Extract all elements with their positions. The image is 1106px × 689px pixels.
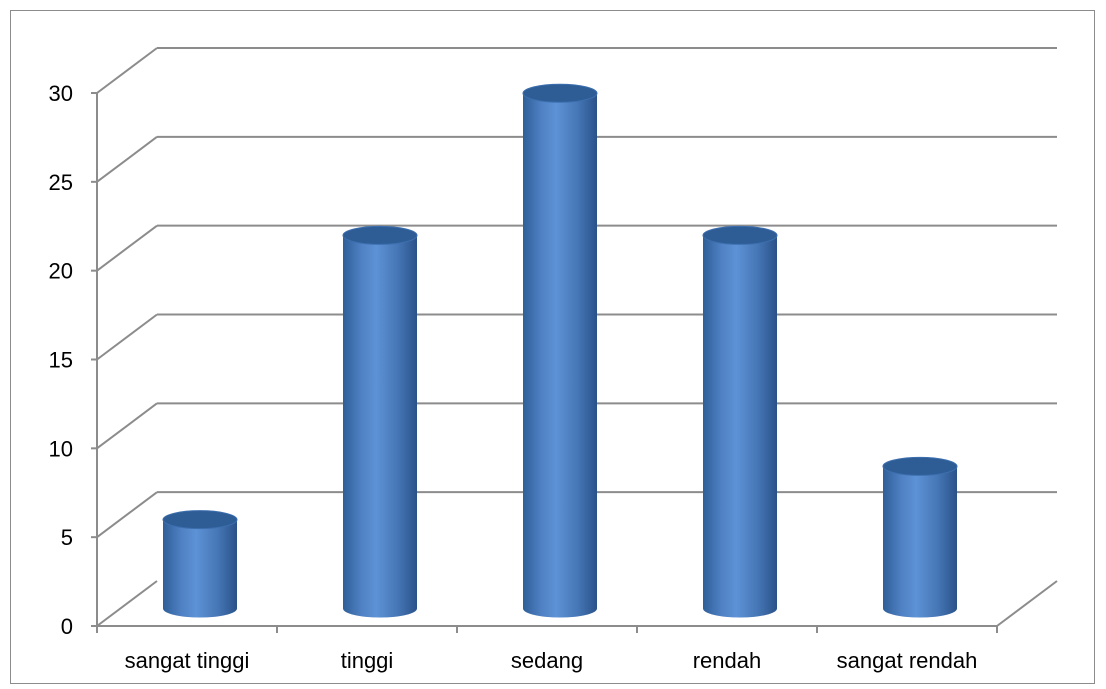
bar-body [703, 235, 777, 618]
bar-sangat-rendah [882, 456, 958, 618]
y-tick-label-0: 0 [61, 614, 73, 639]
labels: 0 5 10 15 20 25 30 sangat tinggi tinggi sedang ren… [49, 81, 978, 673]
bar-body [163, 519, 237, 618]
bar-top [522, 83, 598, 103]
axes [91, 92, 1058, 633]
bar-body [523, 93, 597, 618]
gridline-side-15 [96, 313, 158, 361]
x-tick-label-rendah: rendah [693, 648, 762, 673]
floor-right-edge [996, 580, 1058, 627]
bar-top [162, 510, 238, 530]
bar-tinggi [342, 225, 418, 618]
bar-top [342, 225, 418, 245]
bar-rendah [702, 225, 778, 618]
gridline-side-10 [96, 402, 158, 450]
x-tick-label-tinggi: tinggi [341, 648, 394, 673]
y-tick-label-5: 5 [61, 525, 73, 550]
y-tick-label-15: 15 [49, 348, 73, 373]
x-tick-label-sangat-rendah: sangat rendah [837, 648, 978, 673]
bar-body [343, 235, 417, 618]
x-tick-label-sangat-tinggi: sangat tinggi [125, 648, 250, 673]
bar-body [883, 466, 957, 618]
y-tick-label-30: 30 [49, 81, 73, 106]
gridline-side-0 [96, 580, 158, 627]
x-tick-label-sedang: sedang [511, 648, 583, 673]
bars [162, 83, 958, 618]
bar-sedang [522, 83, 598, 618]
y-tick-label-20: 20 [49, 259, 73, 284]
gridline-side-30 [96, 47, 158, 94]
y-tick-label-10: 10 [49, 436, 73, 461]
bar-top [882, 456, 958, 476]
gridline-side-25 [96, 136, 158, 183]
gridline-side-20 [96, 224, 158, 272]
gridline-side-5 [96, 491, 158, 538]
bar-sangat-tinggi [162, 510, 238, 618]
bar-top [702, 225, 778, 245]
y-tick-label-25: 25 [49, 170, 73, 195]
